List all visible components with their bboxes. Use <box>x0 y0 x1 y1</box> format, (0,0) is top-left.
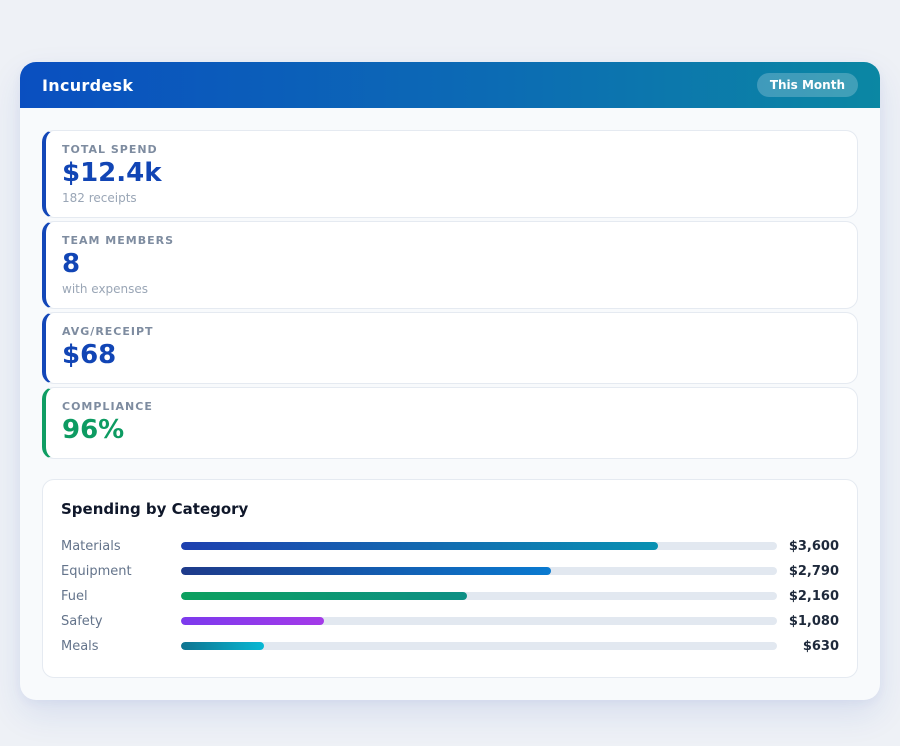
stat-card: AVG/RECEIPT $68 <box>42 311 858 384</box>
stat-value: 96% <box>62 414 125 445</box>
stat-card: COMPLIANCE 96% <box>42 386 858 459</box>
stat-card: TOTAL SPEND $12.4k 182 receipts <box>42 130 858 218</box>
bar-value-label: $1,080 <box>788 613 839 629</box>
bar-track <box>181 567 777 576</box>
chart-bar-row: Materials $3,600 <box>61 534 839 559</box>
bar-track <box>181 592 777 601</box>
bar-fill <box>181 592 468 601</box>
bar-track <box>181 542 777 551</box>
bar-category-label: Meals <box>61 638 99 654</box>
stat-label: TOTAL SPEND <box>62 143 158 156</box>
bar-value-label: $2,160 <box>788 588 839 604</box>
stat-cards-section: TOTAL SPEND $12.4k 182 receipts TEAM MEMBER… <box>42 130 858 459</box>
stat-label: TEAM MEMBERS <box>62 233 175 247</box>
bar-fill <box>181 617 325 626</box>
bar-track <box>181 617 777 626</box>
spending-by-category-card: Spending by Category Materials $3,600 Equi… <box>42 478 858 678</box>
bar-category-label: Fuel <box>61 588 88 604</box>
app-title: Incurdesk <box>42 75 134 95</box>
chart-bar-row: Equipment $2,790 <box>61 559 839 584</box>
bar-track <box>181 642 777 651</box>
period-badge[interactable]: This Month <box>756 73 858 97</box>
app-header: Incurdesk This Month <box>20 62 880 108</box>
bar-value-label: $630 <box>802 638 839 654</box>
stat-value: $68 <box>62 339 117 370</box>
dashboard-panel: Incurdesk This Month TOTAL SPEND $12.4k 18… <box>20 62 880 700</box>
chart-bar-row: Safety $1,080 <box>61 609 839 634</box>
bar-category-label: Equipment <box>61 563 132 579</box>
bar-fill <box>181 642 265 651</box>
bar-fill <box>181 542 658 551</box>
chart-bar-row: Meals $630 <box>61 634 839 659</box>
stat-label: AVG/RECEIPT <box>62 324 154 338</box>
dashboard-content: TOTAL SPEND $12.4k 182 receipts TEAM MEMBER… <box>20 108 880 700</box>
bar-value-label: $3,600 <box>788 538 839 554</box>
stat-value: 8 <box>62 248 81 279</box>
chart-bar-rows: Materials $3,600 Equipment $2,790 Fuel $2,160… <box>61 534 839 659</box>
stat-card: TEAM MEMBERS 8 with expenses <box>42 220 858 309</box>
stat-subtext: with expenses <box>62 281 149 296</box>
stat-value: $12.4k <box>62 158 162 188</box>
bar-category-label: Safety <box>61 613 103 629</box>
bar-category-label: Materials <box>61 538 121 554</box>
bar-fill <box>181 567 551 576</box>
stat-subtext: 182 receipts <box>62 190 137 205</box>
bar-value-label: $2,790 <box>788 563 839 579</box>
chart-bar-row: Fuel $2,160 <box>61 584 839 609</box>
chart-title: Spending by Category <box>61 499 249 518</box>
stat-label: COMPLIANCE <box>62 399 153 413</box>
